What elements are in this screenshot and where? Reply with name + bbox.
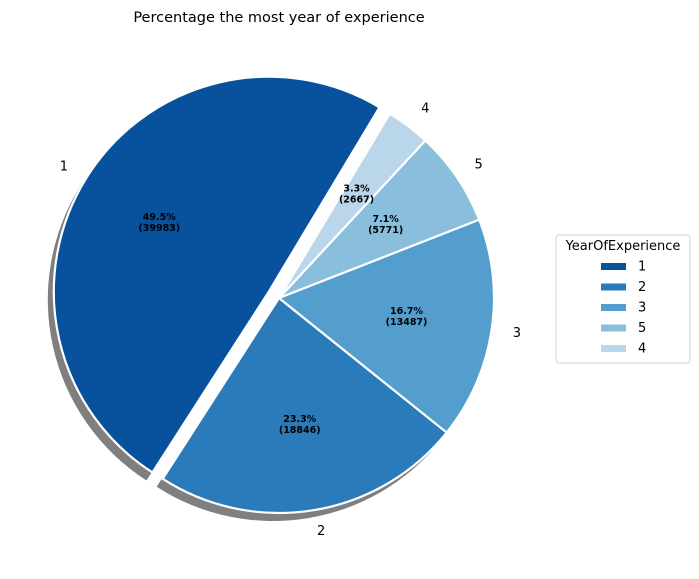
slice-percent-5: 7.1%	[372, 214, 399, 225]
pie-labels: 1 49.5%(39983) 2 23.3%(18846) 3 16.7%(13487) 5…	[60, 101, 521, 538]
slice-count-5: (5771)	[368, 225, 403, 236]
slice-percent-2: 23.3%	[283, 414, 316, 425]
slice-label-5: 5	[474, 157, 482, 172]
pie-slice-4	[277, 112, 427, 300]
legend-label-1: 1	[638, 260, 646, 275]
slice-label-4: 4	[421, 101, 429, 116]
pie-slice-3	[277, 218, 496, 434]
slice-label-3: 3	[513, 326, 521, 341]
pie-slices	[52, 75, 496, 515]
slice-count-2: (18846)	[279, 425, 321, 436]
legend-label-5: 5	[638, 321, 646, 336]
chart-title: Percentage the most year of experience	[133, 10, 424, 26]
pie-slice-2	[161, 296, 448, 515]
slice-percent-1: 49.5%	[143, 212, 176, 223]
legend-label-4: 4	[638, 342, 646, 357]
legend-label-2: 2	[638, 280, 646, 295]
pie-slice-1	[52, 75, 381, 474]
slice-percent-3: 16.7%	[390, 306, 423, 317]
slice-count-1: (39983)	[138, 223, 180, 234]
legend-swatch-3	[601, 304, 626, 311]
legend-label-3: 3	[638, 301, 646, 316]
legend-swatch-2	[601, 283, 626, 291]
slice-count-3: (13487)	[386, 317, 428, 328]
legend-items: 1 2 3 5 4	[601, 260, 646, 357]
slice-label-1: 1	[60, 159, 68, 174]
legend-box	[555, 234, 691, 364]
legend: YearOfExperience 1 2 3 5 4	[555, 234, 691, 364]
legend-swatch-1	[601, 263, 626, 270]
slice-percent-4: 3.3%	[343, 183, 370, 194]
legend-swatch-4	[601, 345, 626, 352]
slice-count-4: (2667)	[339, 194, 374, 205]
legend-title: YearOfExperience	[565, 239, 681, 254]
legend-swatch-5	[601, 324, 626, 332]
slice-label-2: 2	[317, 524, 325, 539]
